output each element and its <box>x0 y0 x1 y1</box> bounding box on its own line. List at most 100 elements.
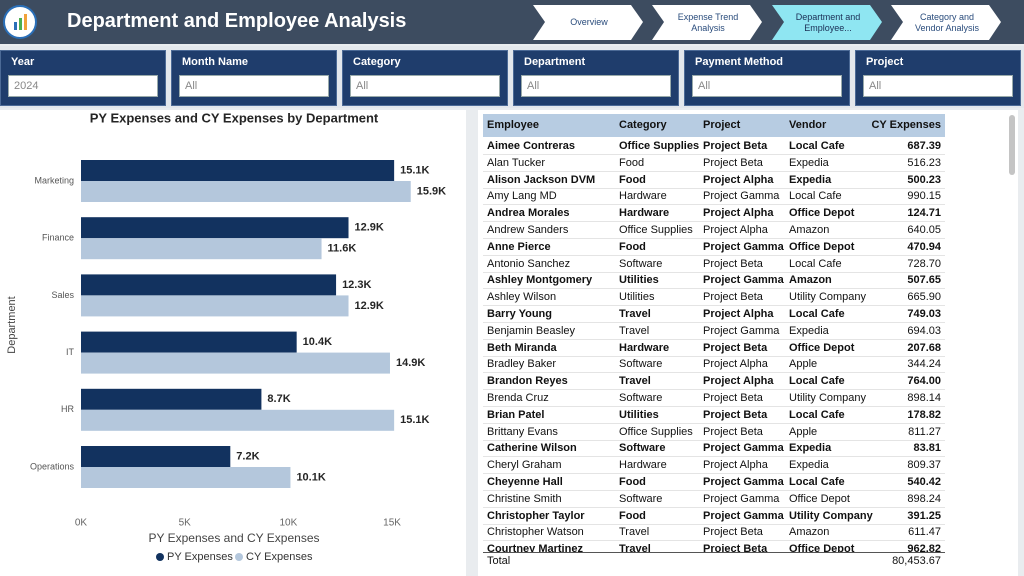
legend-label: CY Expenses <box>246 551 313 563</box>
table-cell: Project Beta <box>703 156 763 169</box>
table-cell: 178.82 <box>907 408 941 421</box>
x-tick-label: 10K <box>279 518 297 529</box>
table-cell: Local Cafe <box>789 308 845 320</box>
chart: PY Expenses and CY Expenses by Departmen… <box>6 110 446 563</box>
table-cell: Utility Company <box>789 291 867 304</box>
filter-label: Payment Method <box>695 56 784 68</box>
table-cell: Project Beta <box>703 291 763 304</box>
table-cell: Project Beta <box>703 526 763 539</box>
table-cell: 640.05 <box>907 224 941 236</box>
row-divider <box>483 322 945 323</box>
table-cell: Expedia <box>789 173 832 186</box>
table-cell: Amazon <box>789 274 832 287</box>
table-cell: Benjamin Beasley <box>487 324 576 337</box>
table-cell: Brenda Cruz <box>487 392 549 404</box>
table-cell: Project Alpha <box>703 375 774 388</box>
table-cell: Amazon <box>789 526 830 539</box>
filter-card[interactable]: Category All <box>342 50 508 106</box>
table-cell: Project Alpha <box>703 207 774 220</box>
table-cell: Food <box>619 240 646 253</box>
table-cell: Travel <box>619 526 650 539</box>
filter-dropdown[interactable]: All <box>521 75 671 97</box>
row-divider <box>483 389 945 391</box>
legend-label: PY Expenses <box>167 551 233 563</box>
row-divider <box>483 254 945 256</box>
table-cell: Ashley Montgomery <box>487 274 593 287</box>
table-cell: Project Gamma <box>703 324 780 337</box>
legend-marker <box>235 553 243 561</box>
table-cell: Utility Company <box>789 509 873 522</box>
data-label: 15.1K <box>400 414 429 426</box>
filter-value: All <box>356 80 369 92</box>
table-cell: Andrea Morales <box>487 207 570 220</box>
table-body: Aimee Contreras Office Supplies Project Be… <box>0 138 1024 553</box>
nav-label[interactable]: Overview <box>570 17 608 27</box>
table-cell: Software <box>619 442 666 455</box>
filter-dropdown[interactable]: 2024 <box>8 75 158 97</box>
table-cell: Hardware <box>619 341 670 354</box>
table-cell: Local Cafe <box>789 190 842 203</box>
table-cell: 687.39 <box>907 140 941 152</box>
filter-dropdown[interactable]: All <box>863 75 1013 97</box>
filter-card[interactable]: Year 2024 <box>0 50 166 106</box>
table-cell: 665.90 <box>907 291 941 304</box>
table-cell: 391.25 <box>907 509 941 522</box>
table-cell: Software <box>619 257 663 270</box>
bar <box>81 467 291 488</box>
table-cell: Expedia <box>789 442 832 455</box>
row-divider <box>483 456 945 458</box>
table-cell: Hardware <box>619 207 670 220</box>
y-axis-label: Department <box>6 296 18 353</box>
table-cell: Project Gamma <box>703 442 784 455</box>
table-cell: Project Beta <box>703 408 768 421</box>
filter-card[interactable]: Project All <box>855 50 1021 106</box>
nav-button[interactable] <box>652 5 762 40</box>
table-cell: Software <box>619 358 663 371</box>
nav-button[interactable] <box>891 5 1001 40</box>
bar <box>81 238 322 260</box>
nav-label[interactable]: Category and Vendor Analysis <box>914 11 980 33</box>
table-cell: Amazon <box>789 224 830 236</box>
row-divider <box>483 406 945 407</box>
nav-label[interactable]: Department and Employee... <box>795 11 861 33</box>
table-cell: 207.68 <box>907 341 941 354</box>
table-cell: Catherine Wilson <box>487 442 577 455</box>
y-tick-label: Finance <box>42 233 74 243</box>
table-cell: Project Beta <box>703 341 768 354</box>
total-value: 80,453.67 <box>892 555 941 567</box>
row-divider <box>483 288 945 290</box>
row-divider <box>483 372 945 374</box>
table-cell: Christopher Taylor <box>487 509 585 522</box>
row-divider <box>483 439 945 441</box>
nav-button[interactable] <box>772 5 882 40</box>
table-cell: Office Supplies <box>619 224 693 236</box>
table-cell: Local Cafe <box>789 408 845 421</box>
scrollbar[interactable] <box>1009 115 1015 175</box>
row-divider <box>483 506 945 508</box>
table-cell: Office Depot <box>789 341 855 354</box>
table-cell: Project Gamma <box>703 492 780 505</box>
x-tick-label: 15K <box>383 518 401 529</box>
filter-dropdown[interactable]: All <box>692 75 842 97</box>
filter-card[interactable]: Payment Method All <box>684 50 850 106</box>
y-tick-label: Marketing <box>34 175 74 185</box>
table-cell: Project Gamma <box>703 190 780 203</box>
filter-dropdown[interactable]: All <box>350 75 500 97</box>
filter-dropdown[interactable]: All <box>179 75 329 97</box>
nav-button[interactable] <box>533 5 643 40</box>
filter-card[interactable]: Month Name All <box>171 50 337 106</box>
table-cell: Office Depot <box>789 240 855 253</box>
data-label: 7.2K <box>236 450 259 462</box>
table-cell: Travel <box>619 543 651 553</box>
row-divider <box>483 338 945 340</box>
table-cell: Project Alpha <box>703 224 768 236</box>
bar <box>81 274 337 296</box>
nav-label[interactable]: Expense Trend Analysis <box>677 11 739 33</box>
table-cell: 611.47 <box>908 526 941 539</box>
column-header: CY Expenses <box>871 119 941 131</box>
filter-card[interactable]: Department All <box>513 50 679 106</box>
table-cell: 990.15 <box>907 190 941 203</box>
y-tick-label: Operations <box>30 461 75 471</box>
chart-title: PY Expenses and CY Expenses by Departmen… <box>90 110 379 125</box>
table-cell: 507.65 <box>907 274 941 287</box>
